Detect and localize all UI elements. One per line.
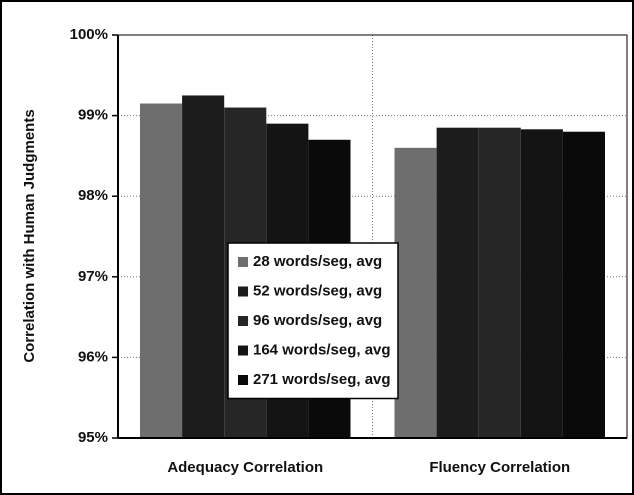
legend-label: 271 words/seg, avg (253, 371, 391, 388)
legend-label: 28 words/seg, avg (253, 253, 382, 270)
bar (436, 127, 479, 438)
y-tick-label: 97% (78, 268, 108, 285)
plot-border (117, 34, 628, 439)
bar (182, 95, 225, 438)
legend-label: 96 words/seg, avg (253, 312, 382, 329)
x-tick-label: Fluency Correlation (429, 459, 570, 476)
legend-box (227, 242, 399, 400)
x-tick-label: Adequacy Correlation (167, 459, 323, 476)
legend-swatch (238, 257, 248, 267)
bar (520, 129, 563, 438)
legend-swatch (238, 316, 248, 326)
y-tick-label: 98% (78, 187, 108, 204)
y-tick-label: 96% (78, 348, 108, 365)
bar (394, 147, 437, 438)
bar (562, 131, 605, 438)
legend-label: 164 words/seg, avg (253, 341, 391, 358)
y-axis-label: Correlation with Human Judgments (21, 109, 38, 362)
y-tick-label: 95% (78, 429, 108, 446)
legend-label: 52 words/seg, avg (253, 282, 382, 299)
legend-swatch (238, 286, 248, 297)
y-tick-label: 99% (78, 107, 108, 124)
y-tick-label: 100% (70, 26, 108, 43)
legend-swatch (238, 375, 248, 385)
bar (478, 127, 521, 438)
bar (140, 103, 183, 438)
legend-swatch (238, 345, 248, 356)
